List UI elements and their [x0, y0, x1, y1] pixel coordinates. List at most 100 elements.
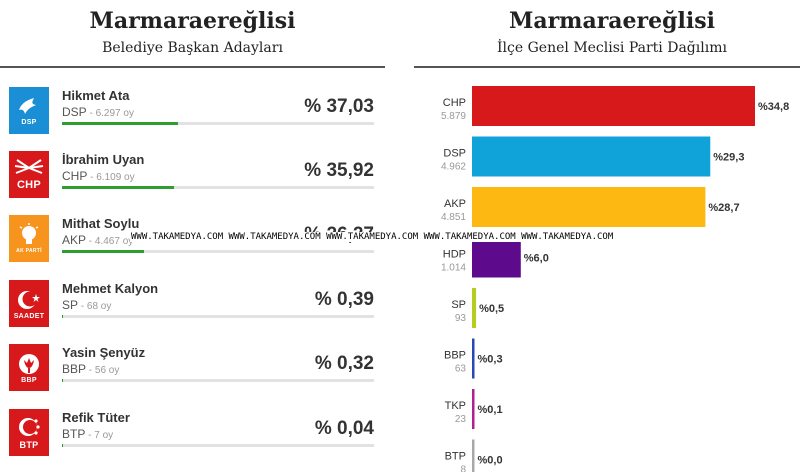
bar-chp — [472, 86, 755, 126]
category-label: BBP — [444, 350, 466, 362]
candidate-party: SP — [62, 298, 79, 312]
candidate-name: Mehmet Kalyon — [62, 281, 159, 296]
vote-progress-track — [62, 315, 374, 318]
logo-text: BTP — [19, 440, 39, 450]
data-label: %0,0 — [478, 455, 503, 467]
category-label: SP — [451, 299, 466, 311]
candidates-title: Marmaraereğlisi — [89, 8, 296, 34]
six-arrows-icon — [14, 159, 44, 174]
council-divider — [414, 66, 800, 68]
vote-count-label: 1.014 — [441, 263, 466, 274]
vote-progress-fill — [62, 122, 178, 125]
vote-progress-track — [62, 250, 374, 253]
bar-akp — [472, 187, 706, 227]
party-logo: BTP — [9, 409, 49, 456]
data-label: %29,3 — [713, 152, 744, 164]
logo-text: CHP — [16, 179, 42, 191]
lightbulb-icon — [19, 223, 39, 244]
candidate-votes: 4.467 oy — [94, 236, 134, 247]
council-title: Marmaraereğlisi — [508, 8, 715, 34]
data-label: %28,7 — [708, 202, 739, 214]
vote-progress-track — [62, 444, 374, 447]
party-logo: SAADET — [9, 280, 49, 327]
bar-bbp — [472, 338, 475, 379]
candidates-divider — [0, 66, 385, 68]
candidate-name: Refik Tüter — [62, 410, 130, 425]
candidate-percent: % 35,92 — [304, 160, 374, 181]
candidate-percent: % 0,39 — [314, 289, 374, 310]
category-label: AKP — [444, 198, 466, 210]
candidate-party: BTP — [62, 427, 86, 441]
bar-hdp — [472, 237, 521, 278]
candidate-row[interactable]: SAADET Mehmet Kalyon SP - 68 oy % 0,39 — [0, 279, 385, 343]
category-label: BTP — [445, 451, 466, 463]
candidate-meta: AKP - 4.467 oy — [62, 233, 134, 247]
candidate-name: Mithat Soylu — [62, 216, 140, 231]
bar-sp — [472, 288, 477, 328]
category-label: TKP — [445, 400, 466, 412]
watermark: WWW.TAKAMEDYA.COM WWW.TAKAMEDYA.COM WWW.… — [130, 232, 615, 242]
candidate-party: DSP — [62, 105, 87, 119]
council-bar-chart: CHP 5.879 %34,8 DSP 4.962 %29,3 AKP 4.851 %28,7 H… — [441, 86, 789, 472]
vote-progress-fill — [62, 379, 63, 382]
logo-text: AK PARTİ — [16, 248, 42, 254]
vote-progress-fill — [62, 186, 175, 189]
logo-text: BBP — [21, 376, 37, 384]
vote-progress-track — [62, 186, 374, 189]
candidate-name: Hikmet Ata — [62, 88, 130, 103]
candidate-row[interactable]: CHP İbrahim Uyan CHP - 6.109 oy % 35,92 — [0, 150, 385, 214]
candidate-row[interactable]: DSP Hikmet Ata DSP - 6.297 oy % 37,03 — [0, 86, 385, 150]
candidate-party: CHP — [62, 169, 88, 183]
data-label: %0,5 — [479, 303, 504, 315]
vote-count-label: 5.879 — [441, 111, 466, 122]
candidate-name: Yasin Şenyüz — [62, 345, 146, 360]
vote-progress-fill — [62, 315, 64, 318]
candidate-meta: DSP - 6.297 oy — [62, 105, 134, 119]
vote-progress-fill — [62, 250, 144, 253]
vote-count-label: 8 — [460, 465, 466, 472]
crescent-stars-icon — [19, 418, 40, 436]
candidate-row[interactable]: AK PARTİ Mithat Soylu AKP - 4.467 oy % 2… — [0, 214, 385, 278]
vote-progress-track — [62, 122, 374, 125]
crescent-icon — [18, 290, 40, 309]
candidate-row[interactable]: BTP Refik Tüter BTP - 7 oy % 0,04 — [0, 408, 385, 472]
party-logo: DSP — [9, 87, 49, 134]
data-label: %0,1 — [478, 404, 503, 416]
candidates-panel: Marmaraereğlisi Belediye Başkan Adayları… — [0, 0, 385, 472]
bar-tkp — [472, 389, 475, 429]
candidate-row[interactable]: BBP Yasin Şenyüz BBP - 56 oy % 0,32 — [0, 343, 385, 407]
candidate-percent: % 0,04 — [314, 418, 374, 439]
tulip-icon — [19, 353, 39, 374]
vote-count-label: 63 — [455, 364, 467, 375]
candidate-meta: CHP - 6.109 oy — [62, 169, 135, 183]
candidates-subtitle: Belediye Başkan Adayları — [102, 40, 283, 56]
council-subtitle: İlçe Genel Meclisi Parti Dağılımı — [497, 40, 727, 56]
candidate-percent: % 37,03 — [304, 96, 374, 117]
category-label: CHP — [443, 97, 466, 109]
candidate-percent: % 0,32 — [314, 353, 374, 374]
logo-text: DSP — [21, 118, 37, 126]
candidate-votes: 68 oy — [86, 301, 112, 312]
party-logo: CHP — [9, 151, 49, 198]
vote-count-label: 4.851 — [441, 212, 466, 223]
council-panel: Marmaraereğlisi İlçe Genel Meclisi Parti… — [400, 0, 800, 472]
bar-dsp — [472, 136, 711, 177]
candidate-votes: 6.297 oy — [95, 108, 134, 119]
candidate-party: AKP — [62, 233, 87, 247]
vote-count-label: 23 — [455, 414, 467, 425]
dove-icon — [19, 97, 36, 114]
vote-count-label: 4.962 — [441, 162, 466, 173]
candidate-meta: BTP - 7 oy — [62, 427, 114, 441]
candidate-party: BBP — [62, 362, 87, 376]
candidate-name: İbrahim Uyan — [62, 152, 145, 167]
data-label: %6,0 — [524, 253, 549, 265]
party-logo: BBP — [9, 344, 49, 391]
vote-count-label: 93 — [455, 313, 467, 324]
category-label: HDP — [443, 249, 466, 261]
candidate-votes: 7 oy — [94, 430, 114, 441]
logo-text: SAADET — [13, 312, 45, 320]
data-label: %0,3 — [478, 354, 503, 366]
candidate-meta: BBP - 56 oy — [62, 362, 120, 376]
candidate-votes: 56 oy — [94, 365, 120, 376]
party-logo: AK PARTİ — [9, 215, 49, 262]
